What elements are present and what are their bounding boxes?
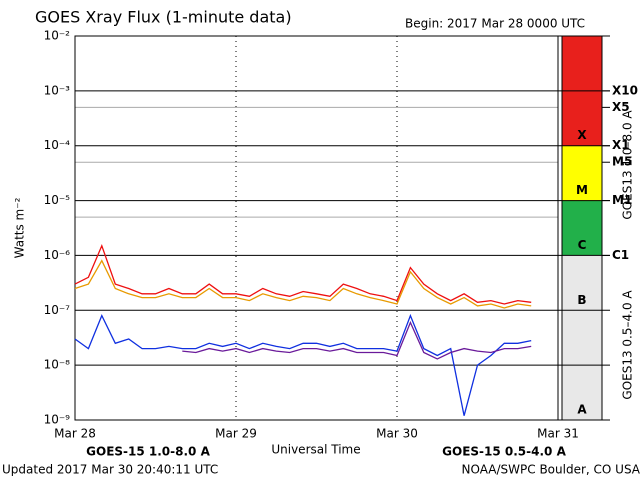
series-line — [182, 320, 532, 360]
x-tick-label: Mar 29 — [215, 427, 257, 441]
legend-entry: GOES13 0.5–4.0 A — [621, 290, 635, 400]
y-tick-label: 10⁻⁸ — [44, 358, 71, 372]
plot-frame — [74, 35, 559, 421]
footer-right: NOAA/SWPC Boulder, CO USA — [462, 463, 641, 477]
flare-class-label: C — [578, 238, 587, 252]
flare-class-label: A — [577, 403, 587, 417]
flare-class-band — [562, 145, 602, 201]
y-axis-label: Watts m⁻² — [13, 197, 27, 258]
series-line — [74, 244, 532, 305]
y-tick-label: 10⁻⁷ — [44, 303, 71, 317]
flare-class-label: X — [577, 128, 587, 142]
flare-class-band — [562, 200, 602, 256]
series-line — [74, 259, 532, 309]
y-tick-label: 10⁻⁶ — [44, 248, 71, 262]
y-tick-label: 10⁻⁴ — [44, 138, 71, 152]
y-tick-label: 10⁻³ — [44, 83, 71, 97]
y-tick-label: 10⁻² — [44, 29, 71, 43]
y2-tick-label: X5 — [612, 100, 630, 114]
y-tick-label: 10⁻⁵ — [44, 193, 71, 207]
y2-tick-label: M1 — [612, 193, 632, 207]
footer-left: Updated 2017 Mar 30 20:40:11 UTC — [2, 463, 218, 477]
x-axis-label: Universal Time — [271, 443, 360, 457]
chart-subtitle: Begin: 2017 Mar 28 0000 UTC — [405, 17, 585, 31]
x-tick-label: Mar 28 — [54, 427, 96, 441]
flare-class-label: M — [576, 183, 588, 197]
y2-tick-label: X10 — [612, 83, 638, 97]
series-line — [74, 313, 532, 416]
y2-tick-label: M5 — [612, 155, 632, 169]
y2-tick-label: X1 — [612, 138, 630, 152]
y2-tick-label: C1 — [612, 248, 629, 262]
y-tick-label: 10⁻⁹ — [44, 413, 71, 427]
legend-entry: GOES-15 1.0-8.0 A — [86, 445, 210, 459]
legend-entry: GOES-15 0.5-4.0 A — [442, 445, 566, 459]
x-tick-label: Mar 30 — [376, 427, 418, 441]
x-tick-label: Mar 31 — [537, 427, 579, 441]
class-frame — [561, 35, 603, 421]
legend-entry: GOES13 1.0–8.0 A — [621, 110, 635, 220]
chart-title: GOES Xray Flux (1-minute data) — [35, 8, 292, 27]
flare-class-label: B — [577, 293, 586, 307]
flare-class-band — [562, 255, 602, 311]
